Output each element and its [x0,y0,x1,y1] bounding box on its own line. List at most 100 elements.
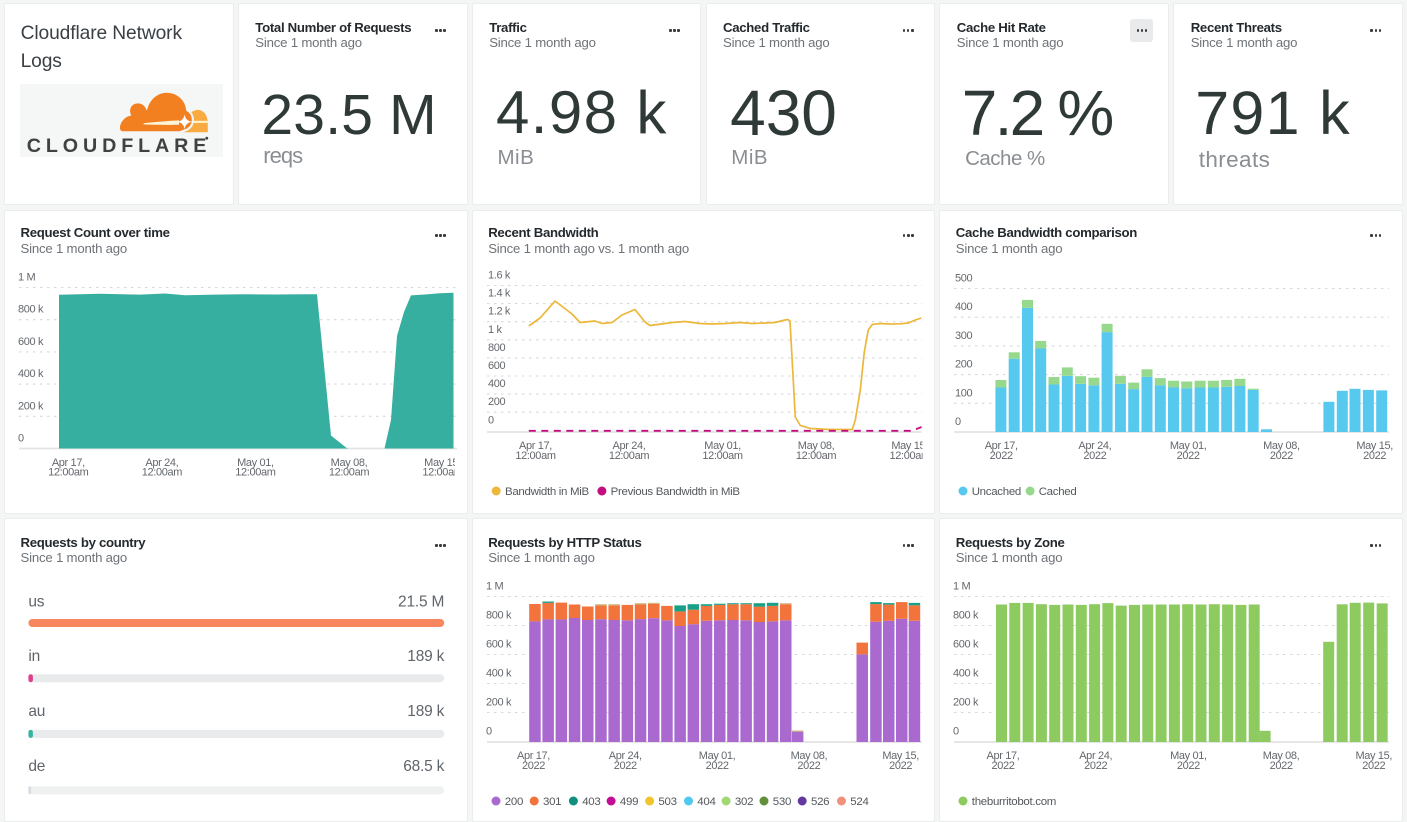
svg-text:May 08,: May 08, [1263,750,1300,762]
svg-text:403: 403 [582,796,600,808]
svg-text:May 01,: May 01, [1170,750,1207,762]
svg-text:May 15,: May 15, [1357,440,1394,452]
svg-text:May 01,: May 01, [698,750,735,762]
svg-text:600 k: 600 k [953,639,979,651]
svg-text:1.6 k: 1.6 k [488,270,511,282]
svg-text:May 08,: May 08, [797,440,834,452]
svg-text:12:00am: 12:00am [235,467,275,479]
svg-text:2022: 2022 [522,760,545,772]
svg-text:2022: 2022 [705,760,728,772]
svg-text:May 08,: May 08, [331,457,368,469]
svg-text:400: 400 [955,301,973,313]
svg-text:Apr 17,: Apr 17, [985,440,1018,452]
svg-text:Cached: Cached [1039,486,1077,498]
svg-text:2022: 2022 [992,760,1015,772]
svg-text:1 M: 1 M [18,272,35,284]
svg-text:12:00am: 12:00am [702,450,742,462]
svg-text:in: in [28,648,40,665]
svg-text:0: 0 [18,432,24,444]
svg-text:400 k: 400 k [18,368,44,380]
svg-text:May 08,: May 08, [1263,440,1300,452]
svg-text:1 k: 1 k [488,324,502,336]
svg-text:12:00am: 12:00am [515,450,555,462]
svg-text:68.5 k: 68.5 k [403,758,444,775]
svg-text:2022: 2022 [1177,450,1200,462]
svg-text:503: 503 [658,796,676,808]
svg-text:Apr 24,: Apr 24, [145,457,178,469]
svg-text:12:00am: 12:00am [48,467,88,479]
svg-text:600 k: 600 k [18,336,44,348]
svg-text:189 k: 189 k [407,648,444,665]
svg-text:Apr 17,: Apr 17, [52,457,85,469]
svg-text:301: 301 [543,796,561,808]
svg-text:200 k: 200 k [953,696,979,708]
svg-text:12:00am: 12:00am [329,467,369,479]
svg-text:2022: 2022 [1177,760,1200,772]
svg-text:de: de [28,758,45,775]
svg-text:302: 302 [735,796,753,808]
svg-text:12:00am: 12:00am [422,467,462,479]
svg-text:1 M: 1 M [953,581,970,593]
svg-text:524: 524 [850,796,869,808]
svg-text:1.2 k: 1.2 k [488,306,511,318]
svg-text:526: 526 [811,796,829,808]
svg-text:800: 800 [488,342,506,354]
svg-text:200 k: 200 k [486,696,512,708]
svg-text:600 k: 600 k [486,639,512,651]
svg-text:May 15,: May 15, [891,440,928,452]
svg-text:200: 200 [504,796,522,808]
svg-text:2022: 2022 [1270,760,1293,772]
svg-text:Previous Bandwidth in MiB: Previous Bandwidth in MiB [610,486,740,498]
svg-text:2022: 2022 [1363,760,1386,772]
svg-text:500: 500 [955,273,973,285]
svg-text:200: 200 [488,396,506,408]
svg-text:2022: 2022 [613,760,636,772]
svg-text:12:00am: 12:00am [889,450,929,462]
svg-text:Apr 17,: Apr 17, [987,750,1020,762]
svg-text:600: 600 [488,360,506,372]
svg-text:2022: 2022 [889,760,912,772]
svg-text:May 15,: May 15, [882,750,919,762]
svg-text:12:00am: 12:00am [142,467,182,479]
svg-text:Bandwidth in MiB: Bandwidth in MiB [505,486,590,498]
svg-text:800 k: 800 k [18,304,44,316]
svg-text:CLOUDFLARE: CLOUDFLARE [27,135,212,157]
svg-text:2022: 2022 [1084,760,1107,772]
svg-text:12:00am: 12:00am [609,450,649,462]
svg-text:12:00am: 12:00am [796,450,836,462]
svg-text:1 M: 1 M [486,581,503,593]
svg-text:2022: 2022 [797,760,820,772]
svg-text:200 k: 200 k [18,400,44,412]
svg-text:Apr 17,: Apr 17, [517,750,550,762]
svg-text:400: 400 [488,378,506,390]
svg-text:May 01,: May 01, [1170,440,1207,452]
svg-text:400 k: 400 k [486,667,512,679]
svg-text:200: 200 [955,359,973,371]
svg-text:0: 0 [488,414,494,426]
svg-text:404: 404 [697,796,716,808]
svg-text:0: 0 [955,416,961,428]
svg-text:Apr 24,: Apr 24, [608,750,641,762]
svg-text:1.4 k: 1.4 k [488,288,511,300]
svg-text:May 15,: May 15, [1356,750,1393,762]
svg-text:theburritobot.com: theburritobot.com [972,796,1056,808]
svg-text:May 01,: May 01, [704,440,741,452]
svg-text:2022: 2022 [1270,450,1293,462]
svg-text:May 08,: May 08, [790,750,827,762]
svg-text:300: 300 [955,330,973,342]
svg-text:2022: 2022 [1084,450,1107,462]
svg-text:2022: 2022 [1363,450,1386,462]
svg-text:499: 499 [620,796,638,808]
svg-text:Apr 17,: Apr 17, [519,440,552,452]
svg-text:400 k: 400 k [953,667,979,679]
svg-text:Apr 24,: Apr 24, [612,440,645,452]
svg-text:0: 0 [486,725,492,737]
svg-text:au: au [28,703,45,720]
svg-text:0: 0 [953,725,959,737]
svg-text:800 k: 800 k [486,610,512,622]
svg-text:100: 100 [955,387,973,399]
svg-text:May 15,: May 15, [424,457,461,469]
svg-text:May 01,: May 01, [237,457,274,469]
svg-text:800 k: 800 k [953,610,979,622]
svg-text:530: 530 [772,796,790,808]
